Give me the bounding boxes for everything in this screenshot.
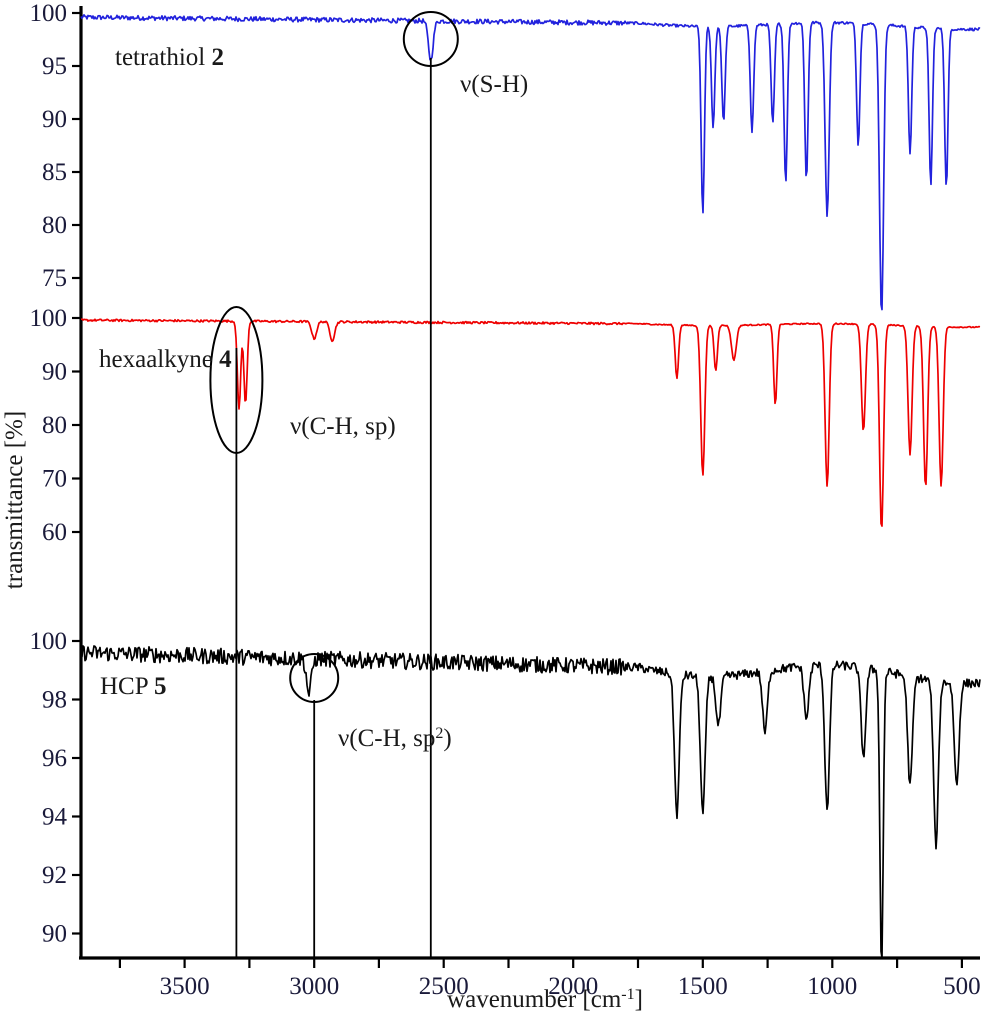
- x-tick-label: 1500: [678, 973, 728, 1000]
- y-tick-label: 100: [30, 628, 68, 655]
- y-axis-title: transmittance [%]: [1, 411, 28, 589]
- annotation-label-ch-sp2: ν(C-H, sp2): [338, 725, 452, 752]
- annotation-circle-ch-sp2: [289, 653, 340, 703]
- trace-label-hcp: HCP 5: [100, 673, 166, 700]
- y-tick-label: 80: [42, 412, 67, 439]
- x-tick-label: 3000: [289, 973, 339, 1000]
- x-tick-label: 2000: [548, 973, 598, 1000]
- annotation-ellipse-ch-sp: [209, 306, 264, 454]
- y-tick-label: 80: [42, 212, 67, 239]
- y-tick-label: 95: [42, 53, 67, 80]
- trace-label-hexaalkyne: hexaalkyne 4: [99, 346, 232, 373]
- y-tick-label: 100: [30, 305, 68, 332]
- y-tick-label: 100: [30, 0, 68, 27]
- y-tick-label: 96: [42, 745, 67, 772]
- y-tick-label: 90: [42, 106, 67, 133]
- x-tick-label: 500: [943, 973, 981, 1000]
- spectrum-trace-hcp-5: [80, 645, 981, 959]
- annotation-label-sh: ν(S-H): [460, 71, 528, 98]
- x-axis-title: wavenumber [cm-1]: [447, 986, 643, 1013]
- trace-label-tetrathiol: tetrathiol 2: [115, 44, 224, 71]
- spectrum-trace-tetrathiol-2: [80, 14, 981, 311]
- annotation-label-ch-sp: ν(C-H, sp): [290, 413, 396, 440]
- y-tick-label: 60: [42, 519, 67, 546]
- y-tick-label: 85: [42, 159, 67, 186]
- x-tick-label: 3500: [160, 973, 210, 1000]
- spectrum-trace-hexaalkyne-4: [80, 318, 981, 527]
- y-tick-label: 94: [42, 804, 68, 831]
- y-tick-label: 90: [42, 921, 67, 948]
- x-tick-label: 2500: [419, 973, 469, 1000]
- x-tick-label: 1000: [807, 973, 857, 1000]
- annotation-circle-sh: [402, 11, 459, 67]
- y-tick-label: 98: [42, 687, 67, 714]
- y-tick-label: 90: [42, 359, 67, 386]
- y-tick-label: 70: [42, 466, 67, 493]
- y-tick-label: 75: [42, 265, 67, 292]
- y-tick-label: 92: [42, 862, 67, 889]
